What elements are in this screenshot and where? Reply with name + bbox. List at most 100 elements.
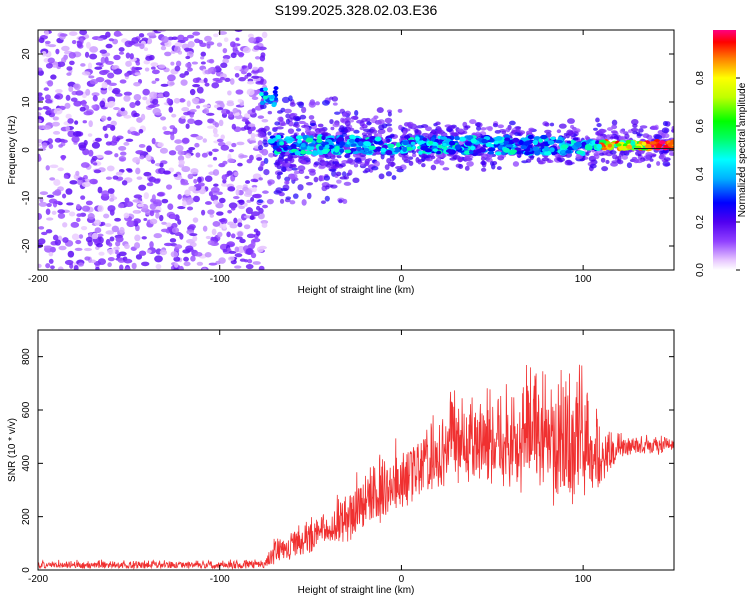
spectrogram-cell [173, 256, 181, 262]
spectrogram-cell [185, 153, 192, 159]
spectrogram-cell [83, 247, 92, 252]
spectrogram-cell [246, 72, 252, 77]
spectrogram-cell [285, 113, 291, 119]
spectrogram-cell [102, 69, 110, 74]
spectrogram-cell [410, 141, 416, 146]
spectrogram-cell [214, 122, 220, 128]
spectrogram-cell [613, 135, 619, 140]
spectrogram-cell [257, 144, 264, 151]
spectrogram-cell [246, 199, 252, 203]
spectrogram-cell [505, 127, 511, 133]
spectrogram-cell [157, 30, 167, 33]
spectrogram-cell [108, 86, 113, 91]
spectrogram-cell [416, 125, 425, 129]
spectrogram-cell [184, 70, 190, 76]
spectrogram-cell [638, 128, 644, 133]
spectrogram-cell [216, 211, 224, 216]
spectrogram-cell [291, 167, 298, 171]
spectrogram-cell [339, 176, 348, 180]
spectrogram-cell [132, 199, 141, 203]
spectrogram-cell [45, 62, 53, 69]
spectrogram-cell [99, 100, 106, 108]
spectrogram-cell [618, 152, 624, 157]
spectrogram-cell [218, 119, 224, 127]
spectrogram-cell [532, 139, 539, 146]
spectrogram-cell [160, 83, 169, 87]
spectrogram-cell [425, 157, 433, 162]
spectrogram-cell [344, 152, 351, 159]
spectrogram-cell [85, 236, 93, 243]
spectrogram-cell [78, 262, 84, 267]
spectrogram-cell [135, 61, 141, 66]
spectrogram-cell [371, 166, 379, 171]
spectrogram-cell [139, 155, 145, 160]
spectrogram-cell [70, 221, 80, 228]
spectrogram-cell [344, 128, 349, 133]
spectrogram-cell [226, 231, 231, 238]
spectrogram-cell [321, 148, 329, 155]
spectrogram-cell [180, 182, 190, 186]
spectrogram-cell [171, 36, 179, 41]
spectrogram-cell [374, 160, 380, 167]
spectrogram-cell [524, 151, 531, 156]
spectrogram-cell [661, 127, 670, 134]
spectrogram-cell [189, 113, 194, 118]
spectrogram-cell [512, 137, 520, 143]
spectrogram-cell [611, 119, 618, 126]
spectrogram-cell [528, 155, 535, 159]
spectrogram-cell [631, 118, 639, 125]
spectrogram-cell [257, 131, 266, 138]
spectrogram-cell [294, 123, 300, 129]
spectrogram-cell [177, 219, 182, 225]
spectrogram-cell [171, 113, 177, 118]
spectrogram-cell [300, 160, 307, 165]
spectrogram-cell [615, 143, 622, 147]
spectrogram-cell [572, 137, 579, 141]
spectrogram-cell [252, 261, 261, 265]
spectrogram-cell [261, 119, 269, 123]
spectrogram-cell [156, 192, 165, 197]
spectrogram-cell [183, 111, 191, 116]
spectrogram-cell [247, 258, 253, 264]
spectrogram-cell [76, 203, 81, 210]
spectrogram-cell [97, 233, 104, 237]
spectrogram-cell [161, 221, 167, 225]
spectrogram-cell [85, 88, 91, 96]
spectrogram-cell [197, 176, 202, 183]
spectrogram-cell [414, 128, 419, 134]
spectrogram-cell [79, 30, 88, 36]
spectrogram-cell [139, 43, 145, 50]
spectrogram-cell [120, 109, 128, 117]
spectrogram-cell [138, 250, 147, 256]
spectrogram-cell [89, 79, 99, 85]
spectrogram-cell [339, 141, 346, 147]
spectrogram-cell [51, 121, 60, 127]
spectrogram-cell [207, 125, 216, 129]
spectrogram-cell [259, 55, 266, 62]
spectrogram-cell [318, 175, 326, 182]
spectrogram-cell [49, 177, 56, 181]
spectrogram-cell [202, 267, 207, 270]
spectrogram-cell [192, 84, 201, 88]
spectrogram-cell [255, 81, 264, 85]
spectrogram-cell [108, 82, 117, 87]
spectrogram-cell [120, 107, 125, 112]
spectrogram-cell [175, 145, 184, 152]
spectrogram-cell [78, 142, 87, 149]
spectrogram-cell [61, 45, 70, 52]
spectrogram-cell [48, 258, 54, 264]
spectrogram-cell [211, 228, 217, 236]
spectrogram-cell [567, 118, 575, 124]
spectrogram-cell [107, 205, 116, 212]
spectrogram-cell [222, 223, 227, 230]
spectrogram-cell [245, 207, 253, 215]
spectrogram-cell [65, 94, 71, 101]
spectrogram-cell [609, 136, 614, 140]
spectrogram-cell [193, 195, 200, 203]
x-tick-label: 0 [399, 574, 405, 585]
spectrogram-cell [192, 235, 198, 242]
spectrogram-cell [203, 107, 210, 115]
spectrogram-cell [380, 153, 385, 160]
spectrogram-cell [645, 151, 653, 157]
spectrogram-cell [336, 179, 342, 184]
